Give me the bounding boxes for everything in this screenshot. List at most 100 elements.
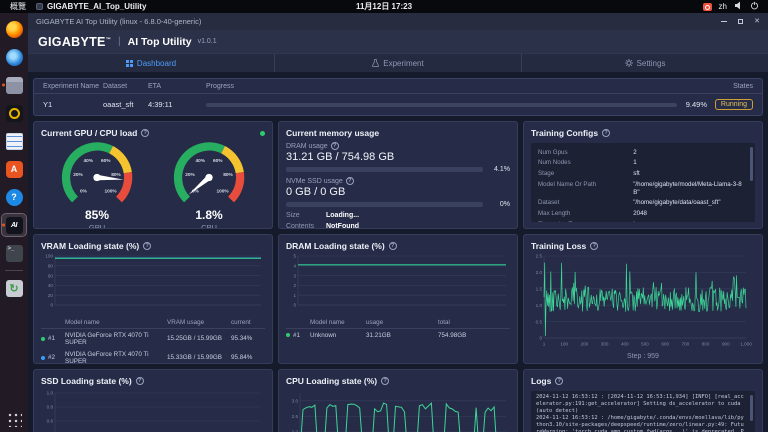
dock-item-help[interactable]: ? [2, 186, 26, 208]
svg-text:1: 1 [543, 342, 546, 347]
svg-text:0.6: 0.6 [47, 419, 54, 424]
panel-vram-title: VRAM Loading state (%) ? [41, 241, 265, 251]
screen-record-icon[interactable] [702, 2, 712, 11]
table-row: #1 Unknown 31.21GB 754.98GB [286, 329, 510, 341]
contents-value: NotFound [326, 223, 360, 229]
logs-scrollbar[interactable] [750, 395, 753, 421]
nvme-usage-value: 0 GB / 0 GB [286, 186, 346, 198]
svg-text:1.0: 1.0 [47, 391, 54, 396]
size-value: Loading... [326, 212, 360, 219]
dock-item-firefox[interactable] [2, 18, 26, 40]
svg-text:2.6: 2.6 [292, 414, 299, 419]
focused-app-title[interactable]: GIGABYTE_AI_Top_Utility [36, 2, 146, 11]
col-progress: Progress [206, 82, 235, 90]
svg-text:2.0: 2.0 [536, 270, 543, 275]
gpu-status-dot [260, 131, 265, 136]
running-indicator [2, 83, 5, 87]
brand-separator: | [118, 36, 121, 47]
files-icon [5, 76, 23, 94]
power-icon[interactable] [750, 1, 759, 12]
config-row: Num Nodes 1 [538, 159, 637, 167]
tab-settings[interactable]: Settings [521, 54, 768, 72]
nvme-usage-percent: 0% [499, 201, 510, 208]
status-badge: Running [714, 99, 753, 110]
configs-scroll-area[interactable]: Num Gpus 2 Num Nodes 1 Stage sft Model Name Or… [531, 143, 755, 222]
activities-button[interactable]: 概覽 [10, 2, 26, 11]
app-window: GIGABYTE AI Top Utility (linux - 6.8.0-4… [28, 13, 768, 432]
series-dot [41, 336, 45, 341]
show-apps-grid-icon[interactable] [6, 411, 22, 427]
dram-usage-label: DRAM usage [286, 142, 328, 150]
dock-item-writer[interactable] [2, 130, 26, 152]
thunderbird-icon [5, 48, 23, 66]
firefox-icon [5, 20, 23, 38]
dock-divider [5, 270, 23, 271]
dock-item-aitop[interactable]: AI [1, 213, 27, 237]
svg-text:400: 400 [621, 342, 629, 347]
ssd-chart: 1.00.80.60.40.20 [47, 391, 261, 432]
dock-item-software[interactable]: A [2, 158, 26, 180]
svg-text:700: 700 [682, 342, 690, 347]
tab-dashboard[interactable]: Dashboard [28, 54, 274, 72]
col-states: States [733, 82, 753, 90]
dock-item-updater[interactable]: ↻ [2, 277, 26, 299]
experiment-flask-icon [372, 59, 380, 67]
panel-cpu-loading: CPU Loading state (%) ? 3.02.62.21.8 [278, 369, 518, 432]
volume-icon[interactable] [734, 1, 743, 12]
dock-item-thunderbird[interactable] [2, 46, 26, 68]
updater-icon: ↻ [5, 279, 23, 297]
info-icon[interactable]: ? [345, 177, 354, 185]
info-icon[interactable]: ? [143, 242, 152, 250]
vram-chart: 100 80 60 40 20 0 [45, 254, 261, 308]
gauge-cpu: 0% 20% 40% 60% 80% 100% 1.8% CPU [157, 139, 261, 228]
close-button[interactable]: ✕ [754, 18, 760, 25]
config-row: Max Length 2048 [538, 210, 647, 217]
dock-item-files[interactable] [2, 74, 26, 96]
svg-text:60%: 60% [101, 158, 111, 164]
experiment-table-header: Experiment Name Dataset ETA Progress Sta… [34, 79, 762, 94]
step-caption: Step : 959 [627, 353, 659, 360]
svg-text:500: 500 [641, 342, 649, 347]
system-top-bar: 概覽 GIGABYTE_AI_Top_Utility 11月12日 17:23 … [0, 0, 768, 13]
svg-text:2: 2 [293, 283, 296, 288]
experiment-eta: 4:39:11 [148, 100, 173, 109]
info-icon[interactable]: ? [141, 129, 150, 137]
experiment-row[interactable]: Y1 oaast_sft 4:39:11 9.49% Running [34, 94, 762, 115]
maximize-button[interactable] [738, 19, 744, 24]
info-icon[interactable]: ? [555, 377, 564, 385]
svg-text:0: 0 [539, 336, 542, 341]
window-titlebar[interactable]: GIGABYTE AI Top Utility (linux - 6.8.0-4… [28, 13, 768, 30]
tab-experiment-label: Experiment [383, 58, 424, 68]
info-icon[interactable]: ? [330, 142, 339, 150]
info-icon[interactable]: ? [381, 377, 390, 385]
panel-memory-usage: Current memory usage DRAM usage ? 31.21 … [278, 121, 518, 229]
nvme-usage-label: NVMe SSD usage [286, 177, 343, 185]
svg-text:300: 300 [601, 342, 609, 347]
tab-dashboard-label: Dashboard [136, 58, 177, 68]
cpu-chart: 3.02.62.21.8 [292, 393, 506, 432]
minimize-button[interactable] [721, 21, 728, 22]
configs-list: Num Gpus 2 Num Nodes 1 Stage sft Model Name Or… [538, 147, 745, 223]
panel-logs: Logs ? 2024-11-12 16:53:12 : [2024-11-12… [523, 369, 763, 432]
table-row: #2 NVIDIA GeForce RTX 4070 Ti SUPER 15.33G… [41, 348, 265, 363]
clock[interactable]: 11月12日 17:23 [355, 2, 413, 11]
terminal-icon: >_ [5, 244, 23, 262]
dock-item-terminal[interactable]: >_ [2, 242, 26, 264]
progress-label: 9.49% [685, 100, 707, 109]
info-icon[interactable]: ? [602, 129, 611, 137]
product-name: AI Top Utility [127, 35, 192, 48]
info-icon[interactable]: ? [135, 377, 144, 385]
tab-experiment[interactable]: Experiment [274, 54, 521, 72]
nvme-usage-bar [286, 202, 483, 207]
dock-item-rhythmbox[interactable] [2, 102, 26, 124]
info-icon[interactable]: ? [388, 242, 397, 250]
info-icon[interactable]: ? [590, 242, 599, 250]
configs-scrollbar[interactable] [750, 147, 753, 181]
size-label: Size [286, 212, 300, 219]
svg-text:0: 0 [50, 303, 53, 308]
logs-scroll-area[interactable]: 2024-11-12 16:53:12 : [2024-11-12 16:53:… [531, 391, 755, 432]
svg-text:40%: 40% [196, 158, 206, 164]
focused-app-label: GIGABYTE_AI_Top_Utility [47, 2, 147, 11]
svg-text:4: 4 [293, 264, 296, 269]
input-method-indicator[interactable]: zh [718, 2, 727, 11]
